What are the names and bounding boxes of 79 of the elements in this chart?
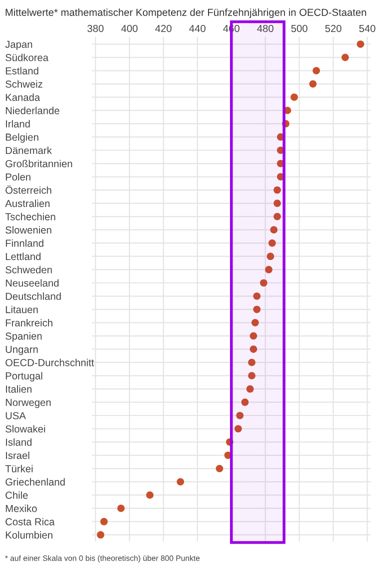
point <box>274 186 281 194</box>
y-tick-label: Dänemark <box>6 146 52 154</box>
point <box>274 212 281 220</box>
point <box>216 464 224 472</box>
y-tick-label: Ungarn <box>6 346 38 355</box>
point <box>309 80 317 88</box>
point <box>290 94 298 101</box>
y-tick-label: Neuseeland <box>6 279 59 287</box>
point <box>246 385 254 393</box>
point <box>282 120 290 128</box>
point <box>226 438 234 446</box>
x-tick-label: 400 <box>121 24 138 32</box>
y-tick-label: Japan <box>5 40 32 50</box>
point <box>241 398 249 406</box>
point <box>100 518 108 526</box>
y-tick-label: Norwegen <box>6 398 51 408</box>
y-tick-label: Kolumbien <box>6 531 52 539</box>
y-tick-label: Costa Rica <box>6 518 55 526</box>
y-tick-label: Finnland <box>6 239 44 247</box>
point <box>250 346 258 353</box>
point <box>265 266 272 274</box>
y-tick-label: Chile <box>6 491 28 499</box>
y-tick-label: Griechenland <box>6 478 65 486</box>
point <box>312 67 320 74</box>
y-tick-label: Israel <box>6 452 30 460</box>
point <box>260 279 268 287</box>
y-tick-label: Kanada <box>6 94 40 101</box>
point <box>251 318 259 326</box>
x-tick-label: 540 <box>359 24 376 32</box>
y-tick-label: Frankreich <box>6 318 52 326</box>
y-tick-label: Polen <box>6 173 30 181</box>
point <box>248 358 256 366</box>
chart-title: Mittelwerte* mathematischer Kompetenz der Fünfzehnjährigen in OECD-Staaten <box>6 8 366 18</box>
y-tick-label: Lettland <box>6 252 41 260</box>
point <box>356 40 364 48</box>
y-tick-label: Belgien <box>6 133 38 143</box>
x-tick-label: 380 <box>87 24 104 32</box>
y-tick-label: Irland <box>6 120 30 128</box>
x-tick-label: 520 <box>325 24 342 32</box>
y-tick-label: OECD-Durchschnitt <box>6 358 94 366</box>
y-tick-label: Litauen <box>6 306 38 314</box>
y-tick-label: Österreich <box>6 185 52 194</box>
point <box>117 504 125 512</box>
point <box>253 292 261 300</box>
point <box>236 412 244 420</box>
y-tick-label: Italien <box>6 385 32 393</box>
point <box>268 239 276 247</box>
y-tick-label: Spanien <box>6 332 42 342</box>
y-tick-label: Slowenien <box>6 226 52 234</box>
y-tick-label: Estland <box>6 67 38 74</box>
y-tick-label: Großbritannien <box>6 160 72 168</box>
y-tick-label: Südkorea <box>6 54 48 62</box>
point <box>146 491 154 499</box>
point <box>234 425 242 432</box>
y-tick-label: Slowakei <box>6 425 45 433</box>
y-tick-label: Deutschland <box>6 292 61 300</box>
y-tick-label: Niederlande <box>6 106 60 114</box>
y-tick-label: Schweiz <box>6 80 42 88</box>
y-tick-label: Türkei <box>5 464 33 472</box>
x-tick-label: 440 <box>189 24 206 32</box>
y-tick-label: Schweden <box>6 266 52 274</box>
y-tick-label: Island <box>6 438 32 446</box>
point <box>96 531 104 539</box>
x-tick-label: 500 <box>291 24 308 32</box>
point <box>266 252 274 260</box>
point <box>342 54 349 62</box>
point <box>274 200 281 207</box>
y-tick-label: Tschechien <box>5 212 56 220</box>
x-tick-label: 480 <box>257 24 274 32</box>
x-tick-label: 420 <box>155 24 172 32</box>
point <box>250 332 258 340</box>
point <box>248 372 256 380</box>
point <box>176 478 184 486</box>
y-tick-label: Mexiko <box>6 504 37 512</box>
point <box>253 306 261 314</box>
y-tick-label: Portugal <box>6 372 42 382</box>
point <box>270 226 278 234</box>
y-tick-label: Australien <box>5 200 50 208</box>
y-tick-label: USA <box>6 412 26 420</box>
